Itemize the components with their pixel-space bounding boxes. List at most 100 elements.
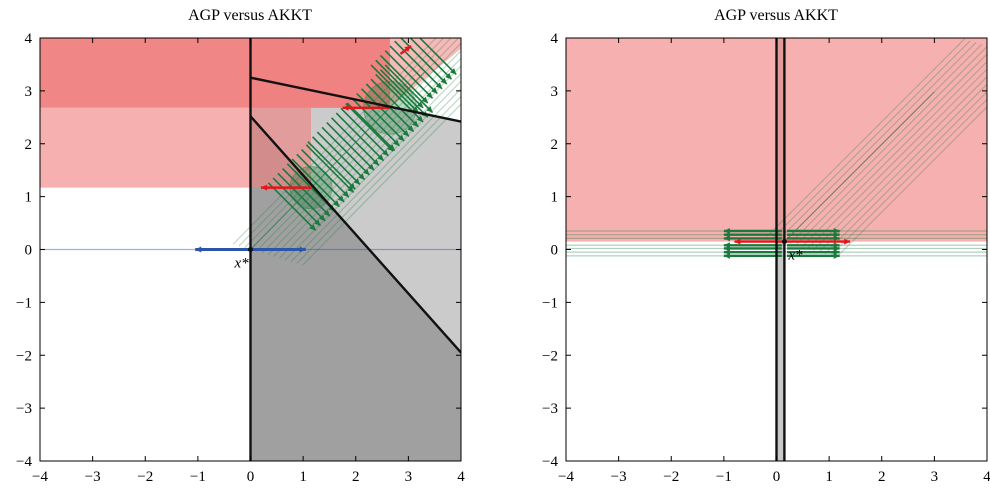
green-path-line — [795, 53, 987, 246]
green-arrow — [316, 131, 366, 181]
right-chart-panel: AGP versus AKKT x* −4 −3 −2 −1 0 1 2 3 4 −4 −3 −2 −1 0… — [542, 7, 990, 485]
green-arrow-head — [435, 82, 443, 89]
green-arrow-head — [430, 87, 438, 94]
green-path-line — [296, 95, 461, 264]
green-arrow — [345, 103, 394, 152]
gray-region-lower — [250, 116, 461, 461]
green-arrow-head — [445, 72, 452, 80]
green-arrow — [370, 64, 419, 114]
x-tick-label: 1 — [299, 469, 307, 485]
green-arrow-head — [367, 163, 375, 171]
green-arrow-head — [397, 134, 405, 142]
x-tick-label: −2 — [137, 469, 153, 485]
y-tick-label: 4 — [25, 31, 33, 47]
green-arrow-head — [426, 106, 433, 113]
y-tick-label: −4 — [542, 454, 558, 470]
green-arrow — [305, 144, 355, 193]
x-tick-label: 3 — [931, 469, 939, 485]
y-tick-label: −3 — [542, 401, 558, 417]
red-arrow-head — [261, 184, 268, 191]
green-path-line — [824, 90, 987, 255]
green-path-line — [801, 60, 987, 248]
x-tick-label: 4 — [457, 469, 465, 485]
y-tick-label: 0 — [551, 243, 559, 259]
green-arrow — [291, 158, 341, 208]
point-label: x* — [787, 248, 803, 264]
red-region — [40, 38, 251, 108]
x-tick-label: −1 — [190, 469, 206, 485]
red-arrow-head — [404, 45, 412, 52]
green-arrow-head — [412, 120, 419, 127]
green-arrow — [360, 88, 410, 137]
green-arrow-head — [449, 68, 457, 75]
x-tick-label: −1 — [716, 469, 732, 485]
x-tick-label: −2 — [663, 469, 679, 485]
left-chart-panel: AGP versus AKKT x* −4 −3 −2 −1 0 1 2 3 4 −4 −3 −2 −1 0… — [16, 7, 465, 485]
chart-title: AGP versus AKKT — [188, 7, 312, 24]
green-arrow-head — [402, 129, 409, 137]
green-path-line — [302, 103, 461, 266]
green-path-line — [778, 42, 977, 241]
green-arrow-head — [440, 77, 447, 85]
green-arrow-head — [426, 91, 433, 99]
green-path-line — [244, 38, 452, 249]
x-tick-label: −3 — [85, 469, 101, 485]
green-arrow-head — [309, 224, 316, 231]
green-arrow-head — [382, 149, 389, 156]
green-arrow — [375, 73, 424, 123]
x-tick-label: 3 — [405, 469, 413, 485]
green-path-line — [238, 38, 445, 247]
green-path-line — [807, 68, 987, 249]
x-tick-label: −4 — [558, 469, 574, 485]
green-arrow — [389, 45, 438, 95]
y-tick-label: 4 — [551, 31, 559, 47]
green-path-line — [255, 42, 461, 252]
solution-point — [248, 247, 253, 252]
green-arrow — [312, 136, 361, 186]
green-arrow-head — [318, 214, 326, 221]
constraint-boundary-line — [249, 115, 461, 354]
y-tick-label: 1 — [25, 190, 33, 206]
green-arrow — [399, 38, 448, 85]
x-tick-label: −3 — [611, 469, 627, 485]
green-arrow-head — [416, 101, 424, 108]
green-arrow-head — [723, 235, 730, 242]
green-arrow — [379, 69, 429, 118]
green-path-line — [766, 38, 965, 237]
red-region — [40, 107, 251, 188]
green-path-line — [232, 38, 437, 245]
y-tick-label: 2 — [551, 137, 559, 153]
solution-point — [781, 239, 787, 245]
main-path-line — [784, 91, 935, 242]
green-arrow-head — [421, 96, 428, 104]
green-arrow-head — [348, 182, 356, 190]
x-tick-label: 0 — [773, 469, 781, 485]
green-arrow — [351, 97, 400, 147]
green-arrow — [418, 38, 457, 76]
x-tick-label: 0 — [247, 469, 255, 485]
y-tick-label: −1 — [16, 295, 32, 311]
green-arrow-head — [372, 159, 379, 166]
y-tick-label: −2 — [542, 348, 558, 364]
green-arrow-head — [833, 252, 840, 259]
green-arrow — [346, 102, 396, 152]
green-arrow — [267, 182, 317, 232]
green-arrow — [370, 78, 419, 128]
green-arrow-head — [388, 144, 395, 151]
green-path-line — [836, 106, 987, 258]
y-tick-label: −3 — [16, 401, 32, 417]
y-tick-label: −4 — [16, 454, 32, 470]
red-arrow-head — [342, 104, 349, 111]
green-arrow — [307, 141, 356, 190]
green-arrow — [394, 40, 443, 90]
green-path-line — [284, 80, 461, 261]
green-arrow — [375, 59, 424, 109]
green-arrow-head — [323, 209, 330, 217]
green-arrow — [300, 149, 350, 198]
green-arrow-head — [358, 173, 365, 180]
red-arrow-head — [734, 238, 741, 245]
green-arrow — [277, 172, 326, 222]
green-arrow-head — [833, 235, 840, 242]
green-arrow — [409, 38, 453, 80]
